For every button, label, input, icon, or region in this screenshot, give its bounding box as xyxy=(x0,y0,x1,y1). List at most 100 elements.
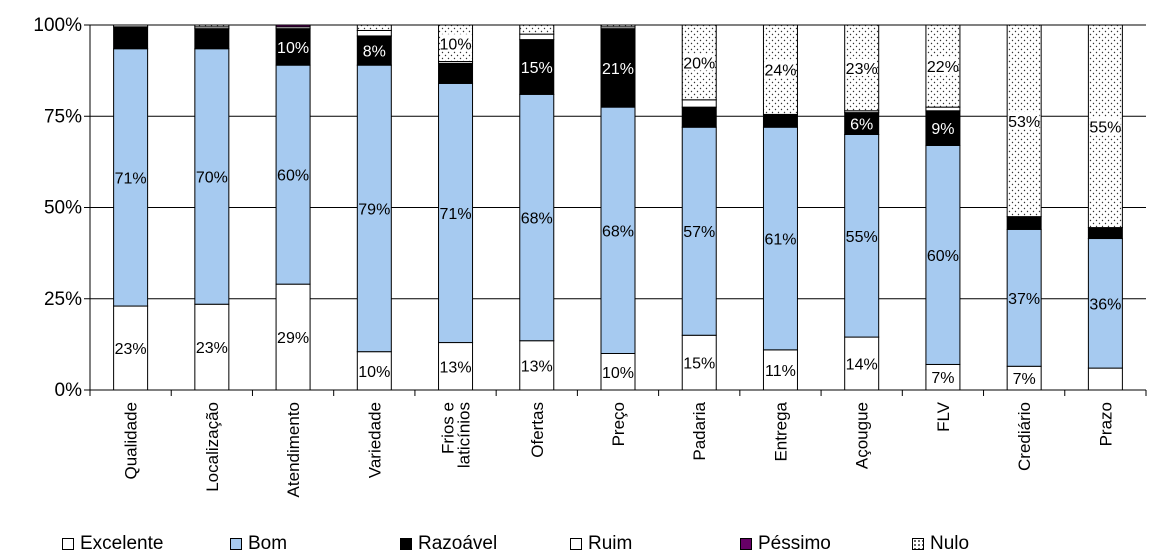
data-label-preco-excelente: 10% xyxy=(602,365,634,382)
axes: 0% 25% 50% 75% 100% Qualidade Localização Atend… xyxy=(33,15,1147,497)
data-label-preco-razoavel: 21% xyxy=(602,61,634,78)
bar-segment-crediario-bom xyxy=(1006,228,1042,367)
x-tick-label-flv: FLV xyxy=(934,401,953,432)
data-label-prazo-bom: 36% xyxy=(1089,296,1121,313)
y-tick-label: 75% xyxy=(44,106,82,127)
bar-segment-qualidade-ruim xyxy=(113,24,149,28)
data-label-acougue-bom: 55% xyxy=(846,229,878,246)
bar-segment-padaria-razoavel xyxy=(681,106,717,128)
data-label-flv-bom: 60% xyxy=(927,248,959,265)
data-label-frios-e-laticinios-nulo: 10% xyxy=(440,36,472,53)
bar-segment-frios-e-laticinios-razoavel xyxy=(438,62,474,84)
data-label-flv-excelente: 7% xyxy=(931,370,954,387)
y-tick-label: 25% xyxy=(44,289,82,310)
legend-label: Razoável xyxy=(418,533,498,554)
bar-segment-prazo-bom xyxy=(1087,238,1123,369)
data-label-padaria-excelente: 15% xyxy=(683,356,715,373)
legend-item-nulo: Nulo xyxy=(912,533,969,555)
data-label-acougue-nulo: 23% xyxy=(846,61,878,78)
legend-swatch xyxy=(62,538,74,550)
bar-segment-acougue-bom xyxy=(844,134,880,338)
data-label-variedade-excelente: 10% xyxy=(358,364,390,381)
x-tick-label-line: Atendimento xyxy=(284,402,303,497)
data-label-bg xyxy=(927,57,959,75)
y-tick-label: 100% xyxy=(33,15,82,36)
data-label-localizacao-bom: 70% xyxy=(196,169,228,186)
x-tick-label-qualidade: Qualidade xyxy=(122,402,141,480)
x-tick-label-variedade: Variedade xyxy=(365,402,384,478)
data-label-crediario-excelente: 7% xyxy=(1013,371,1036,388)
bar-segment-preco-nulo xyxy=(600,24,636,28)
legend-label: Bom xyxy=(248,533,288,554)
data-label-frios-e-laticinios-bom: 71% xyxy=(440,206,472,223)
data-label-variedade-razoavel: 8% xyxy=(363,44,386,61)
bar-segment-localizacao-nulo xyxy=(194,24,230,28)
legend-swatch xyxy=(912,538,924,550)
data-label-preco-bom: 68% xyxy=(602,223,634,240)
data-label-entrega-bom: 61% xyxy=(764,232,796,249)
x-tick-label-line: Prazo xyxy=(1096,402,1115,446)
bar-segment-flv-razoavel xyxy=(925,110,961,146)
bar-segment-padaria-ruim xyxy=(681,99,717,108)
legend-swatch xyxy=(570,538,582,550)
data-label-acougue-excelente: 14% xyxy=(846,357,878,374)
data-label-localizacao-excelente: 23% xyxy=(196,340,228,357)
x-tick-label-preco: Preço xyxy=(609,402,628,446)
data-label-atendimento-bom: 60% xyxy=(277,168,309,185)
legend-item-razoavel: Razoável xyxy=(400,533,497,555)
bar-segment-atendimento-bom xyxy=(275,64,311,285)
x-tick-label-atendimento: Atendimento xyxy=(284,402,303,497)
data-label-frios-e-laticinios-excelente: 13% xyxy=(440,359,472,376)
bar-segment-variedade-nulo xyxy=(356,24,392,31)
x-tick-label-line: Ofertas xyxy=(528,402,547,458)
x-tick-label-padaria: Padaria xyxy=(690,401,709,460)
x-tick-label-line: Localização xyxy=(203,402,222,492)
bar-segment-variedade-bom xyxy=(356,64,392,353)
bar-segment-prazo-excelente xyxy=(1087,367,1123,391)
bar-segment-preco-razoavel xyxy=(600,28,636,108)
data-label-crediario-bom: 37% xyxy=(1008,291,1040,308)
bar-segment-crediario-razoavel xyxy=(1006,216,1042,230)
data-label-flv-nulo: 22% xyxy=(927,59,959,76)
x-tick-label-line: Variedade xyxy=(365,402,384,478)
data-label-bg xyxy=(1090,117,1121,135)
data-label-padaria-bom: 57% xyxy=(683,224,715,241)
bar-segment-qualidade-excelente xyxy=(113,305,149,391)
x-tick-label-localizacao: Localização xyxy=(203,402,222,492)
legend-swatch xyxy=(230,538,242,550)
x-tick-label-line: Crediário xyxy=(1015,402,1034,471)
data-label-variedade-bom: 79% xyxy=(358,201,390,218)
x-tick-label-line: Frios e xyxy=(439,402,458,454)
bar-segment-entrega-bom xyxy=(762,126,798,351)
bar-segment-variedade-ruim xyxy=(356,29,392,37)
bar-segment-entrega-excelente xyxy=(762,349,798,391)
x-tick-label-acougue: Açougue xyxy=(853,402,872,469)
bar-segment-qualidade-bom xyxy=(113,48,149,307)
legend: Excelente Bom Razoável Ruim Péssimo Nulo xyxy=(0,533,1158,559)
bar-segment-flv-bom xyxy=(925,144,961,365)
bar-segment-ofertas-ruim xyxy=(519,33,555,41)
data-label-ofertas-razoavel: 15% xyxy=(521,60,553,77)
x-tick-label-line: Açougue xyxy=(853,402,872,469)
bar-segment-prazo-razoavel xyxy=(1087,227,1123,240)
data-label-bg xyxy=(683,53,715,71)
bar-segment-variedade-excelente xyxy=(356,351,392,391)
x-tick-label-line: Preço xyxy=(609,402,628,446)
data-label-qualidade-excelente: 23% xyxy=(115,341,147,358)
bar-segment-ofertas-nulo xyxy=(519,24,555,35)
legend-label: Ruim xyxy=(588,533,633,554)
bar-segment-flv-ruim xyxy=(925,106,961,112)
data-label-acougue-razoavel: 6% xyxy=(850,117,873,134)
x-tick-label-line: FLV xyxy=(934,401,953,432)
bar-segment-entrega-razoavel xyxy=(762,113,798,128)
data-label-bg xyxy=(440,34,471,52)
data-label-flv-razoavel: 9% xyxy=(931,121,954,138)
legend-swatch xyxy=(740,538,752,550)
legend-item-pessimo: Péssimo xyxy=(740,533,831,555)
legend-item-excelente: Excelente xyxy=(62,533,163,555)
data-label-bg xyxy=(765,60,796,78)
bar-segment-atendimento-pessimo xyxy=(275,24,311,28)
legend-item-bom: Bom xyxy=(230,533,287,555)
